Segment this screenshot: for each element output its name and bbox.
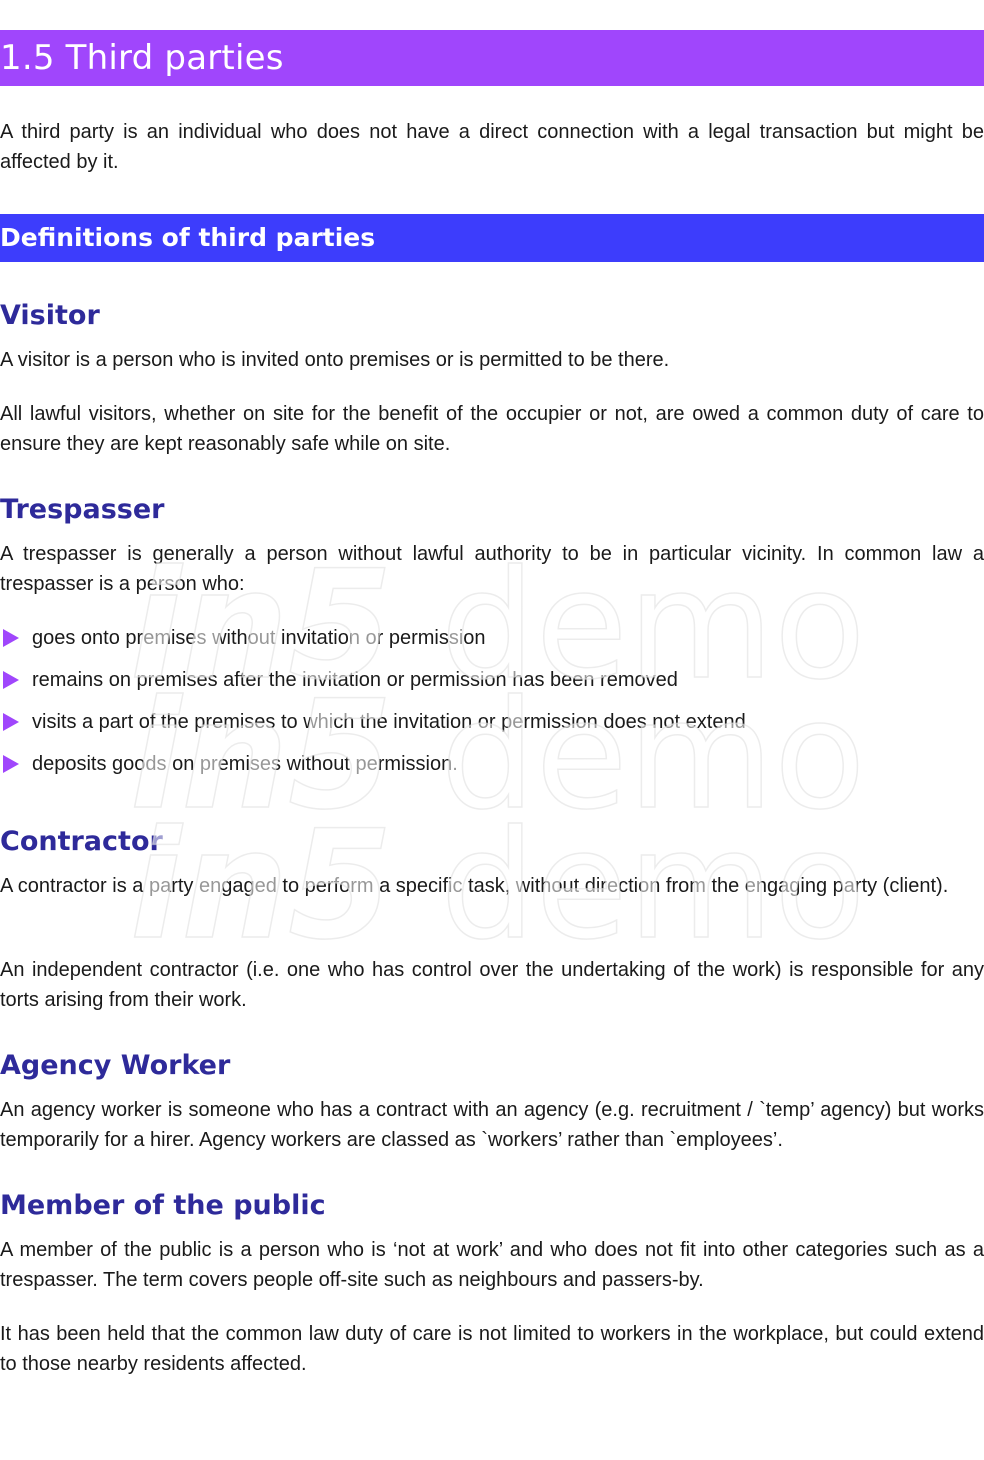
list-item-text: remains on premises after the invitation…: [32, 669, 678, 691]
intro-paragraph: A third party is an individual who does …: [0, 121, 984, 173]
subheading-banner: Definitions of third parties: [0, 214, 984, 262]
list-item-text: visits a part of the premises to which t…: [32, 711, 746, 733]
contractor-heading: Contractor: [0, 826, 163, 857]
visitor-heading: Visitor: [0, 300, 100, 331]
agency-worker-paragraph: An agency worker is someone who has a co…: [0, 1099, 984, 1151]
agency-worker-heading: Agency Worker: [0, 1050, 231, 1081]
list-item: visits a part of the premises to which t…: [0, 707, 984, 737]
list-item: deposits goods on premises without permi…: [0, 749, 984, 779]
right-triangle-icon: [3, 713, 19, 731]
member-of-public-paragraph-2: It has been held that the common law dut…: [0, 1323, 984, 1375]
member-of-public-paragraph-1: A member of the public is a person who i…: [0, 1239, 984, 1291]
member-of-public-heading: Member of the public: [0, 1190, 326, 1221]
right-triangle-icon: [3, 755, 19, 773]
visitor-paragraph-1: A visitor is a person who is invited ont…: [0, 349, 670, 371]
visitor-paragraph-2: All lawful visitors, whether on site for…: [0, 403, 984, 455]
list-item: goes onto premises without invitation or…: [0, 623, 984, 653]
trespasser-paragraph-1: A trespasser is generally a person witho…: [0, 543, 984, 595]
contractor-paragraph-1: A contractor is a party engaged to perfo…: [0, 875, 949, 897]
right-triangle-icon: [3, 671, 19, 689]
list-item-text: deposits goods on premises without permi…: [32, 753, 458, 775]
contractor-paragraph-2: An independent contractor (i.e. one who …: [0, 959, 984, 1011]
trespasser-heading: Trespasser: [0, 494, 165, 525]
right-triangle-icon: [3, 629, 19, 647]
subheading: Definitions of third parties: [0, 223, 376, 252]
list-item: remains on premises after the invitation…: [0, 665, 984, 695]
title-banner: 1.5 Third parties: [0, 30, 984, 86]
page-title: 1.5 Third parties: [0, 38, 284, 78]
list-item-text: goes onto premises without invitation or…: [32, 627, 486, 649]
